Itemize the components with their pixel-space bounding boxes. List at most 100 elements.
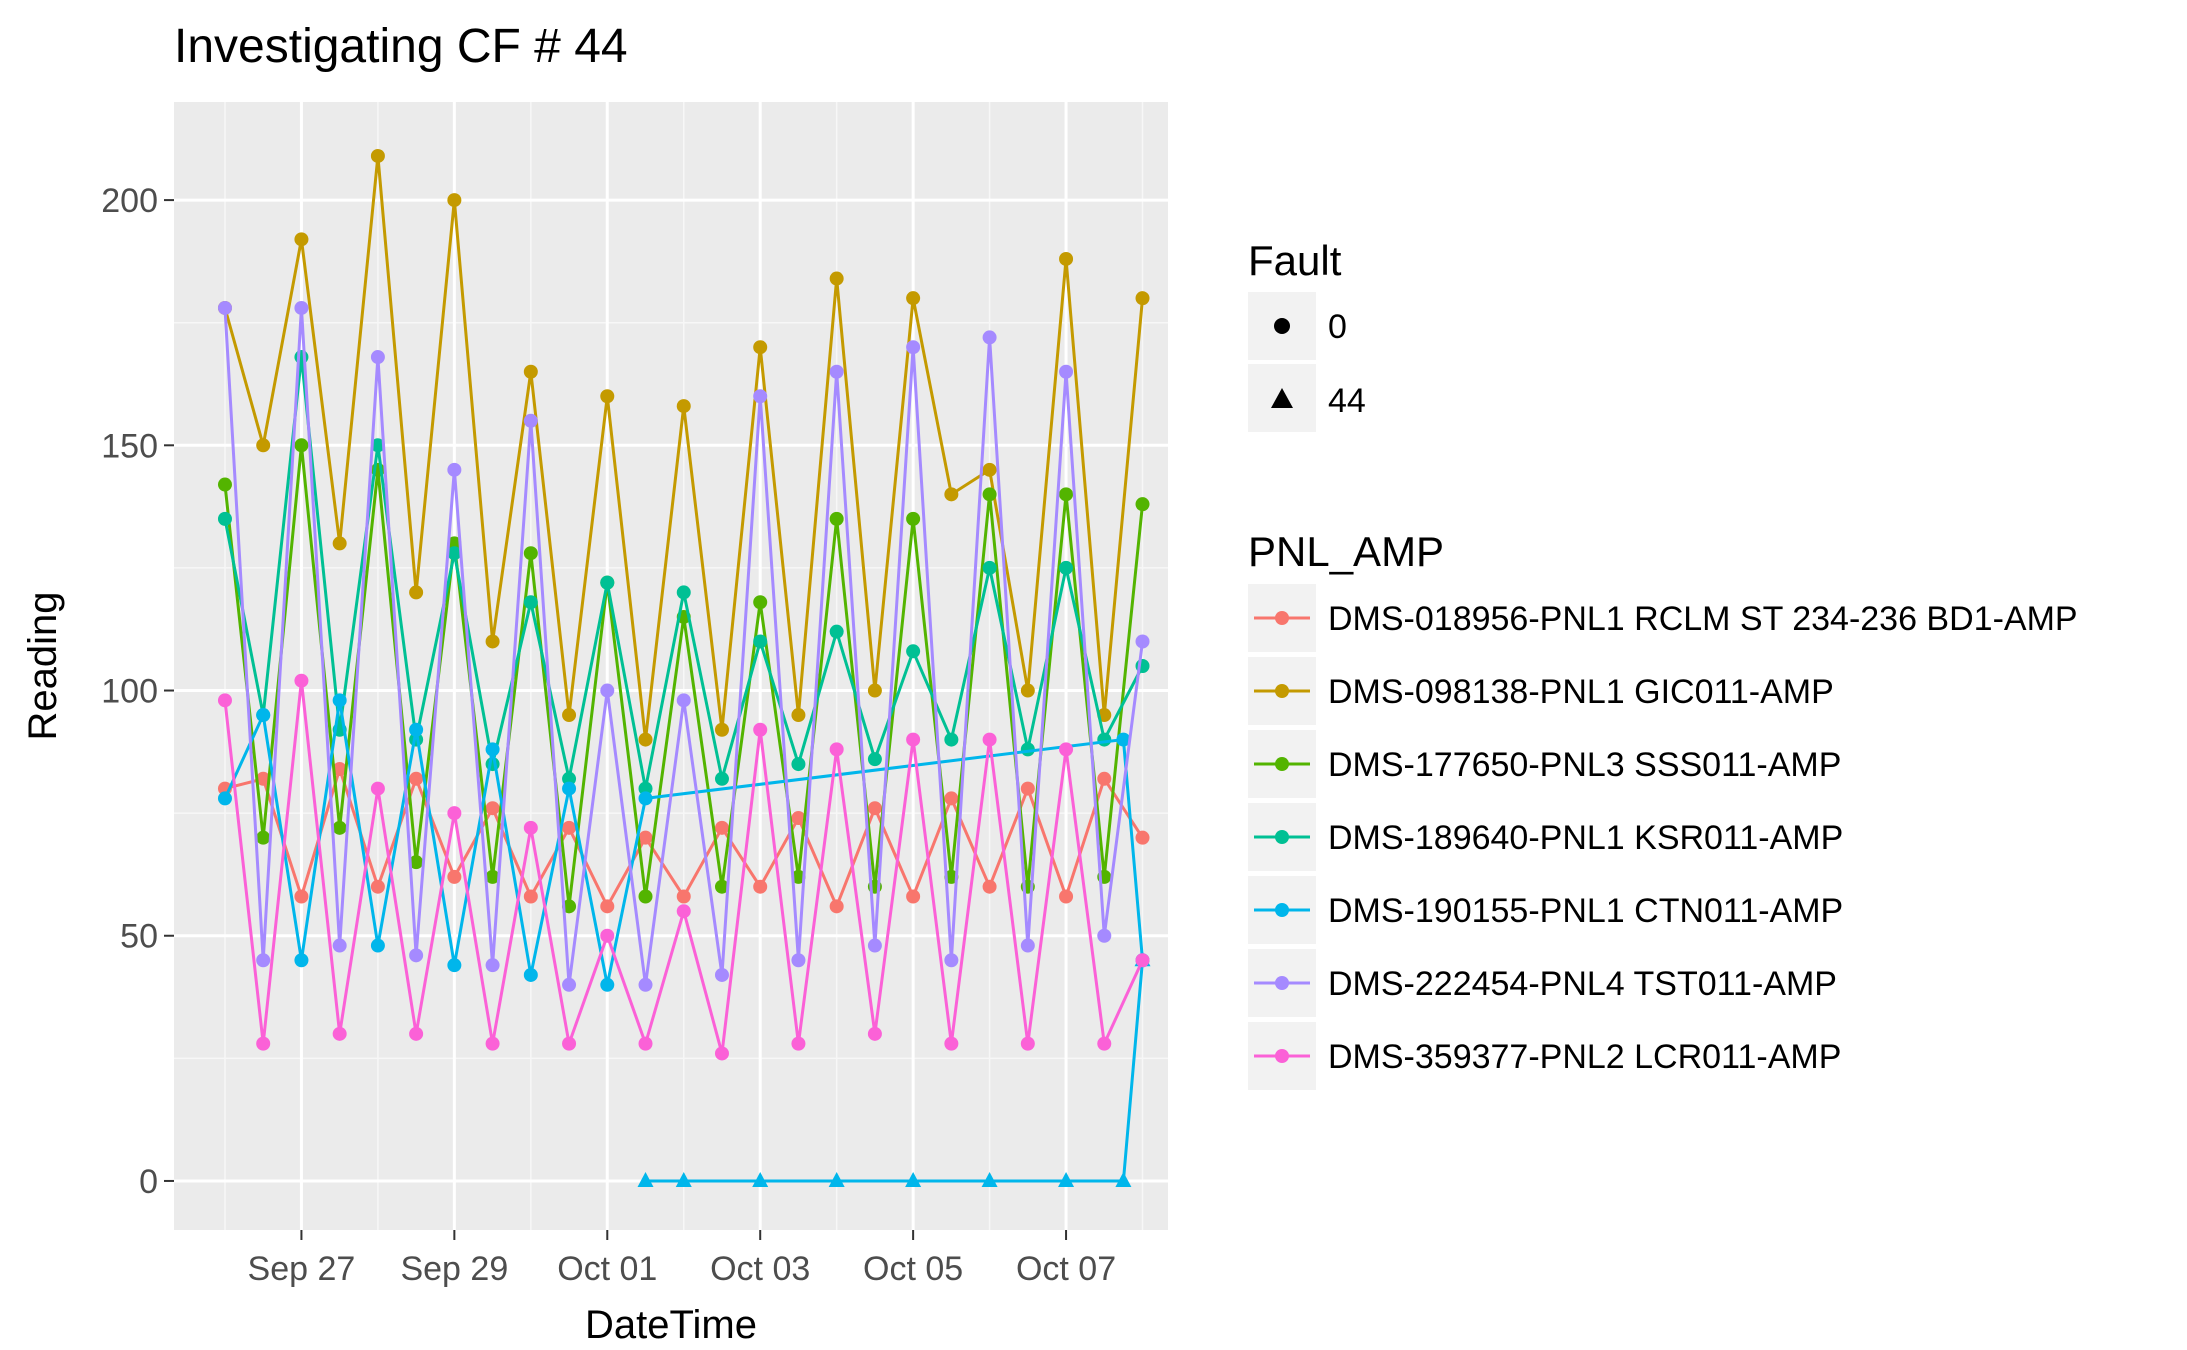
legend-key-point <box>1275 757 1289 771</box>
data-point <box>370 879 385 894</box>
data-point <box>638 830 653 845</box>
data-point <box>753 389 768 404</box>
data-point-triangle <box>752 1171 769 1187</box>
data-point <box>332 1026 347 1041</box>
data-point <box>676 904 691 919</box>
data-point <box>562 977 577 992</box>
data-point <box>714 967 729 982</box>
data-point <box>1097 771 1112 786</box>
data-point-triangle <box>637 1171 654 1187</box>
data-point <box>370 148 385 163</box>
data-point <box>944 791 959 806</box>
data-point <box>714 722 729 737</box>
legend-label: DMS-359377-PNL2 LCR011-AMP <box>1328 1038 1841 1076</box>
data-point <box>1116 732 1131 747</box>
data-point <box>1097 1036 1112 1051</box>
chart-title: Investigating CF # 44 <box>174 20 628 73</box>
x-axis-title: DateTime <box>585 1303 757 1347</box>
data-point <box>562 899 577 914</box>
fault-legend-label: 44 <box>1328 382 1366 420</box>
data-point <box>906 291 921 306</box>
data-point <box>600 928 615 943</box>
data-point <box>638 791 653 806</box>
data-point <box>447 869 462 884</box>
data-point <box>906 889 921 904</box>
y-tick-label: 0 <box>139 1163 158 1201</box>
data-point <box>1135 497 1150 512</box>
legend-key-point <box>1275 903 1289 917</box>
data-point <box>714 1046 729 1061</box>
data-point <box>294 673 309 688</box>
data-point <box>1020 938 1035 953</box>
data-point <box>217 511 232 526</box>
data-point <box>332 536 347 551</box>
plot-panel <box>174 102 1168 1230</box>
legend-label: DMS-098138-PNL1 GIC011-AMP <box>1328 673 1834 711</box>
data-point <box>829 899 844 914</box>
x-tick-label: Oct 07 <box>1016 1250 1116 1288</box>
circle-shape-key <box>1274 318 1290 334</box>
data-point-triangle <box>905 1171 922 1187</box>
data-point <box>332 693 347 708</box>
data-point <box>562 820 577 835</box>
data-point <box>409 722 424 737</box>
data-point <box>829 364 844 379</box>
series-layer <box>217 148 1151 1187</box>
y-tick-label: 50 <box>120 918 158 956</box>
data-point <box>1059 560 1074 575</box>
data-point <box>867 1026 882 1041</box>
data-point <box>982 330 997 345</box>
data-point <box>256 1036 271 1051</box>
data-point <box>256 708 271 723</box>
data-point <box>753 634 768 649</box>
data-point <box>600 899 615 914</box>
data-point <box>1059 889 1074 904</box>
data-point <box>409 1026 424 1041</box>
data-point <box>906 732 921 747</box>
x-tick-label: Sep 27 <box>248 1250 356 1288</box>
data-point <box>217 791 232 806</box>
data-point <box>638 889 653 904</box>
data-point <box>409 948 424 963</box>
data-point <box>791 1036 806 1051</box>
data-point <box>294 300 309 315</box>
data-point <box>409 771 424 786</box>
data-point <box>906 644 921 659</box>
y-tick-label: 200 <box>101 182 158 220</box>
data-point <box>714 771 729 786</box>
data-point <box>1059 487 1074 502</box>
fault-legend-title: Fault <box>1248 237 1342 284</box>
data-point <box>638 1036 653 1051</box>
x-tick-label: Sep 29 <box>400 1250 508 1288</box>
x-tick-label: Oct 01 <box>557 1250 657 1288</box>
data-point <box>1135 953 1150 968</box>
data-point <box>982 462 997 477</box>
data-point <box>370 781 385 796</box>
data-point <box>791 869 806 884</box>
data-point <box>447 958 462 973</box>
data-point <box>982 487 997 502</box>
data-point <box>1020 1036 1035 1051</box>
data-point <box>485 634 500 649</box>
data-point <box>1135 830 1150 845</box>
data-point <box>562 708 577 723</box>
data-point <box>982 560 997 575</box>
fault-legend: Fault 0 44 <box>1248 237 1366 432</box>
data-point <box>867 938 882 953</box>
series-line-dms-190155-pnl1-ctn011-amp <box>223 700 1145 986</box>
data-point <box>753 595 768 610</box>
data-point <box>370 938 385 953</box>
data-point <box>1059 364 1074 379</box>
data-point <box>829 742 844 757</box>
data-point <box>294 889 309 904</box>
data-point <box>217 477 232 492</box>
data-point <box>523 820 538 835</box>
data-point <box>294 438 309 453</box>
triangle-shape-key <box>1271 388 1293 408</box>
data-point <box>638 781 653 796</box>
data-point <box>562 781 577 796</box>
data-point <box>332 938 347 953</box>
data-point <box>638 977 653 992</box>
data-point <box>791 953 806 968</box>
data-point <box>944 487 959 502</box>
